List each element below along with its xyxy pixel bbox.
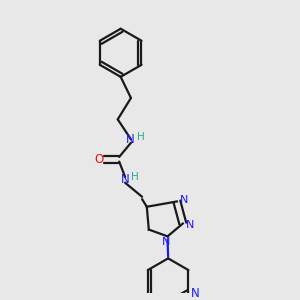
Text: N: N [120,173,129,186]
Text: H: H [131,172,139,182]
Text: H: H [137,132,145,142]
Text: O: O [94,153,104,166]
Text: N: N [190,287,199,300]
Text: N: N [186,220,194,230]
Text: N: N [162,237,170,247]
Text: N: N [180,195,188,205]
Text: N: N [126,133,135,146]
